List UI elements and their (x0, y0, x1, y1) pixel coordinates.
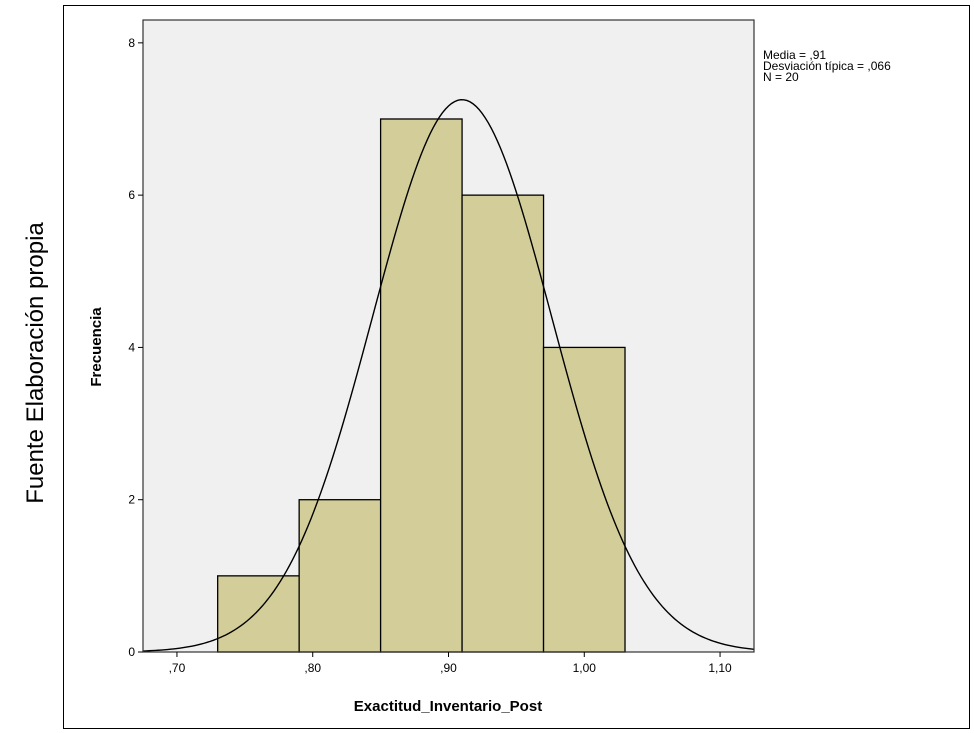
x-tick-label: ,70 (169, 661, 186, 675)
x-tick-label: ,90 (440, 661, 457, 675)
histogram-bar-1 (217, 575, 300, 653)
y-tick-label: 8 (128, 36, 135, 50)
x-tick-label: ,80 (304, 661, 321, 675)
histogram-bar-4 (461, 194, 545, 653)
stats-line-1: Media = ,91 (763, 48, 826, 62)
x-tick-label: 1,00 (573, 661, 597, 675)
y-axis-title: Frecuencia (88, 307, 105, 387)
histogram-bar-3 (379, 118, 463, 653)
y-tick-label: 0 (128, 645, 135, 659)
chart-frame: 0 2 4 6 8 ,70 ,80 ,90 1,00 1,10 Exactitud_Inventa… (63, 5, 970, 729)
stats-line-2: Desviación típica = ,066 (763, 59, 891, 73)
x-axis-title: Exactitud_Inventario_Post (354, 698, 542, 715)
histogram-chart: 0 2 4 6 8 ,70 ,80 ,90 1,00 1,10 Exactitud_Inventa… (88, 19, 891, 715)
histogram-bar-2 (298, 499, 382, 653)
y-tick-label: 6 (128, 188, 135, 202)
normal-curve (142, 99, 755, 652)
histogram-bar-5 (542, 346, 626, 653)
x-tick-label: 1,10 (708, 661, 732, 675)
y-tick-label: 4 (128, 340, 135, 354)
stats-line-3: N = 20 (763, 70, 799, 84)
y-tick-label: 2 (128, 493, 135, 507)
source-caption: Fuente Elaboración propia (22, 222, 49, 504)
